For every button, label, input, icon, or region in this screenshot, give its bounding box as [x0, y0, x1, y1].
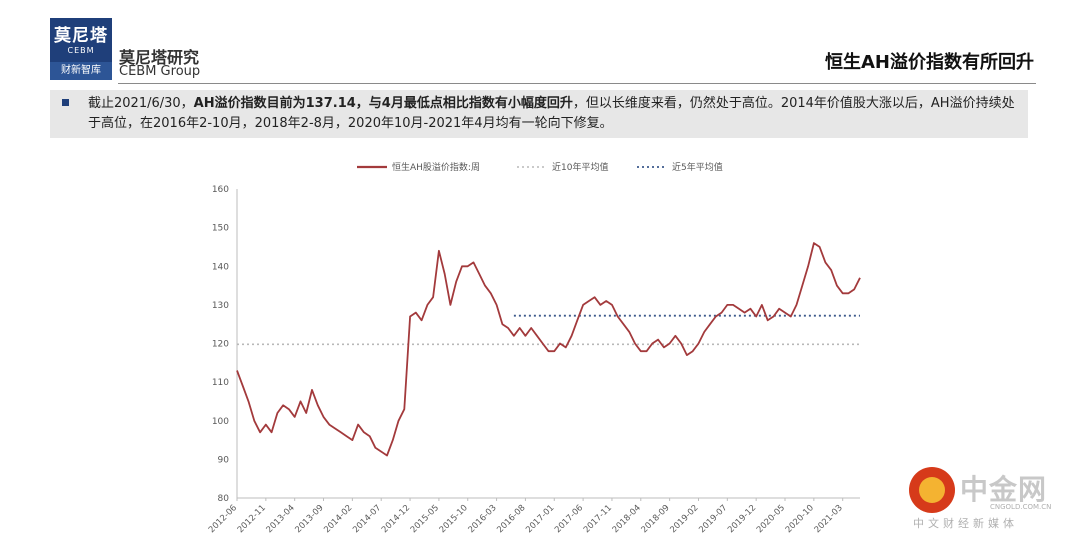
x-tick-label: 2018-04: [611, 503, 643, 535]
y-tick-label: 80: [218, 494, 230, 504]
legend-series-entry-label: 恒生AH股溢价指数:周: [392, 161, 480, 173]
y-tick-label: 140: [212, 262, 229, 272]
x-tick-label: 2018-09: [640, 503, 672, 535]
watermark-logo-inner: [919, 477, 945, 503]
x-tick-label: 2013-09: [293, 503, 325, 535]
x-tick-label: 2019-07: [697, 503, 729, 535]
ah-premium-chart: 80901001101201301401501602012-062012-112…: [207, 161, 861, 535]
summary-box: 截止2021/6/30，AH溢价指数目前为137.14，与4月最低点相比指数有小…: [50, 90, 1028, 138]
ah-premium-series-line: [236, 242, 861, 457]
x-tick-label: 2012-11: [236, 503, 268, 535]
legend-avg5-entry-label: 近5年平均值: [672, 161, 723, 173]
x-tick-label: 2020-10: [784, 503, 816, 535]
bullet-square-icon: [62, 99, 69, 106]
y-tick-label: 90: [218, 455, 230, 465]
x-tick-label: 2015-10: [438, 503, 470, 535]
x-tick-label: 2016-03: [467, 503, 499, 535]
logo-en-text: CEBM: [67, 46, 95, 55]
x-tick-label: 2013-04: [265, 503, 297, 535]
x-tick-label: 2017-06: [553, 503, 585, 535]
logo-cn-text: 莫尼塔: [54, 26, 108, 46]
x-tick-label: 2017-01: [524, 503, 556, 535]
summary-part1: 截止2021/6/30，: [88, 96, 194, 111]
page-title: 恒生AH溢价指数有所回升: [825, 52, 1034, 73]
title-divider: [118, 83, 1036, 84]
summary-text: 截止2021/6/30，AH溢价指数目前为137.14，与4月最低点相比指数有小…: [88, 94, 1018, 134]
y-tick-label: 130: [212, 301, 229, 311]
summary-bold: AH溢价指数目前为137.14，与4月最低点相比指数有小幅度回升: [193, 96, 573, 111]
watermark-url: CNGOLD.COM.CN: [990, 503, 1052, 511]
x-tick-label: 2014-02: [322, 503, 354, 535]
logo-top-block: 莫尼塔 CEBM: [50, 18, 112, 62]
x-tick-label: 2019-12: [726, 503, 758, 535]
y-tick-label: 110: [212, 378, 229, 388]
watermark-name: 中金网: [960, 473, 1048, 506]
x-tick-label: 2020-05: [755, 503, 787, 535]
x-tick-label: 2012-06: [207, 503, 239, 535]
y-tick-label: 120: [212, 340, 229, 350]
legend-avg10-entry-label: 近10年平均值: [552, 161, 608, 173]
watermark-subtitle: 中文财经新媒体: [913, 517, 1018, 530]
watermark-logo-icon: [909, 467, 955, 513]
x-tick-label: 2019-02: [668, 503, 700, 535]
y-tick-label: 150: [212, 224, 229, 234]
x-tick-label: 2015-05: [409, 503, 441, 535]
x-tick-label: 2017-11: [582, 503, 614, 535]
summary-part2: ，但以长维度来看，仍然处于高位。2014年价值股大涨以后，AH溢价持续处于高位，…: [88, 96, 1015, 131]
brand-name-en: CEBM Group: [119, 64, 201, 79]
y-tick-label: 160: [212, 185, 229, 195]
brand-name-cn: 莫尼塔研究: [119, 48, 200, 67]
x-tick-label: 2021-03: [813, 503, 845, 535]
x-tick-label: 2014-12: [380, 503, 412, 535]
logo-bottom-text: 财新智库: [50, 62, 112, 80]
x-tick-label: 2014-07: [351, 503, 383, 535]
y-tick-label: 100: [212, 417, 229, 427]
brand-logo: 莫尼塔 CEBM 财新智库: [50, 18, 112, 80]
x-tick-label: 2016-08: [495, 503, 527, 535]
